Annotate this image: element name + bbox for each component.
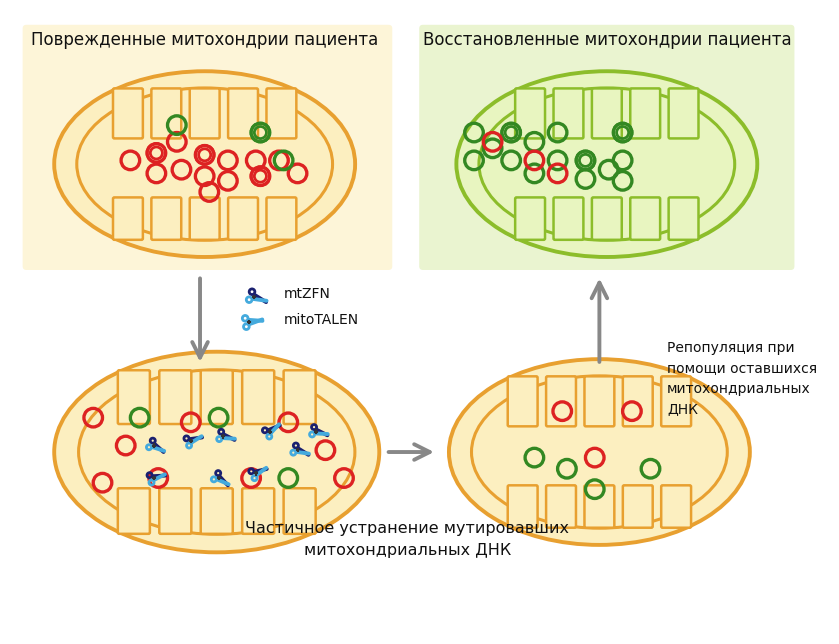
FancyBboxPatch shape	[585, 486, 614, 527]
FancyBboxPatch shape	[228, 198, 258, 240]
FancyBboxPatch shape	[117, 488, 150, 534]
FancyBboxPatch shape	[117, 370, 150, 424]
FancyBboxPatch shape	[508, 486, 538, 527]
FancyBboxPatch shape	[23, 24, 393, 270]
Ellipse shape	[55, 352, 379, 553]
FancyBboxPatch shape	[630, 198, 660, 240]
FancyBboxPatch shape	[201, 370, 232, 424]
FancyBboxPatch shape	[669, 88, 699, 138]
FancyBboxPatch shape	[515, 88, 545, 138]
FancyBboxPatch shape	[420, 24, 795, 270]
FancyBboxPatch shape	[661, 486, 691, 527]
FancyBboxPatch shape	[113, 198, 143, 240]
FancyBboxPatch shape	[159, 370, 191, 424]
Ellipse shape	[472, 376, 727, 528]
Text: Восстановленные митохондрии пациента: Восстановленные митохондрии пациента	[423, 31, 791, 49]
FancyBboxPatch shape	[623, 376, 653, 426]
FancyBboxPatch shape	[201, 488, 232, 534]
FancyBboxPatch shape	[151, 198, 181, 240]
FancyBboxPatch shape	[242, 488, 274, 534]
FancyBboxPatch shape	[585, 376, 614, 426]
FancyBboxPatch shape	[669, 198, 699, 240]
Ellipse shape	[79, 370, 355, 535]
FancyBboxPatch shape	[546, 486, 576, 527]
FancyBboxPatch shape	[661, 376, 691, 426]
FancyBboxPatch shape	[515, 198, 545, 240]
FancyBboxPatch shape	[267, 198, 296, 240]
FancyBboxPatch shape	[284, 370, 315, 424]
FancyBboxPatch shape	[190, 88, 220, 138]
Text: mitoTALEN: mitoTALEN	[284, 313, 359, 327]
Text: Поврежденные митохондрии пациента: Поврежденные митохондрии пациента	[31, 31, 378, 49]
Ellipse shape	[449, 359, 750, 545]
FancyBboxPatch shape	[508, 376, 538, 426]
FancyBboxPatch shape	[591, 198, 622, 240]
FancyBboxPatch shape	[284, 488, 315, 534]
FancyBboxPatch shape	[623, 486, 653, 527]
FancyBboxPatch shape	[242, 370, 274, 424]
Text: Репопуляция при
помощи оставшихся
митохондриальных
ДНК: Репопуляция при помощи оставшихся митохо…	[667, 341, 817, 417]
Ellipse shape	[456, 71, 758, 257]
Ellipse shape	[479, 88, 735, 240]
Ellipse shape	[77, 88, 332, 240]
FancyBboxPatch shape	[591, 88, 622, 138]
FancyBboxPatch shape	[113, 88, 143, 138]
FancyBboxPatch shape	[228, 88, 258, 138]
FancyBboxPatch shape	[554, 88, 583, 138]
FancyBboxPatch shape	[190, 198, 220, 240]
Ellipse shape	[55, 71, 355, 257]
FancyBboxPatch shape	[151, 88, 181, 138]
Text: mtZFN: mtZFN	[284, 287, 331, 301]
FancyBboxPatch shape	[630, 88, 660, 138]
FancyBboxPatch shape	[159, 488, 191, 534]
Text: Частичное устранение мутировавших
митохондриальных ДНК: Частичное устранение мутировавших митохо…	[245, 521, 569, 558]
FancyBboxPatch shape	[546, 376, 576, 426]
FancyBboxPatch shape	[267, 88, 296, 138]
FancyBboxPatch shape	[554, 198, 583, 240]
